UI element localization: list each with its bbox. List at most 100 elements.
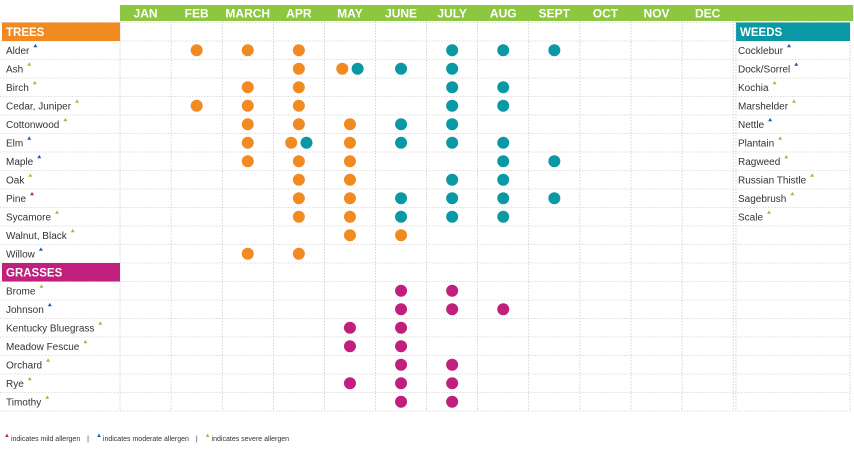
pollen-dot [241,247,254,260]
allergen-triangle-icon [39,284,44,288]
plant-label: Brome [6,286,36,297]
pollen-dot [292,81,305,94]
pollen-dot [446,192,459,205]
pollen-dot [497,136,510,149]
pollen-dot [446,303,459,316]
plant-label: Sycamore [6,212,51,223]
moderate-triangle-icon: ▲ [95,433,102,439]
pollen-dot [395,395,408,408]
pollen-dot [497,173,510,186]
month-label: DEC [695,7,721,21]
weed-label: Sagebrush [738,194,786,205]
plant-label: Cottonwood [6,120,59,131]
pollen-dot [395,284,408,297]
pollen-dot [292,192,305,205]
section-title: WEEDS [740,27,783,39]
weed-label: Plantain [738,138,774,149]
pollen-dot [497,192,510,205]
plant-label: Oak [6,175,25,186]
month-label: JAN [134,7,158,21]
allergen-triangle-icon [75,99,80,103]
section-header-grasses [2,263,120,282]
weed-label: Russian Thistle [738,175,807,186]
allergen-triangle-icon [28,173,33,177]
allergen-triangle-icon [778,136,783,140]
allergen-triangle-icon [772,80,777,85]
pollen-dot [497,81,510,94]
pollen-dot [497,155,510,168]
allergen-triangle-icon [30,191,35,196]
allergen-triangle-icon [27,62,32,66]
allergen-triangle-icon [810,173,815,177]
weed-label: Nettle [738,120,765,131]
pollen-dot [446,377,459,390]
pollen-dot [446,81,459,94]
pollen-dot [285,136,298,149]
pollen-dot [446,44,459,57]
plant-label: Alder [6,46,30,57]
allergen-triangle-icon [27,136,32,140]
legend-separator: | [87,436,89,443]
allergen-triangle-icon [70,228,75,233]
pollen-dot [292,173,305,186]
month-label: APR [286,7,312,21]
allergen-triangle-icon [46,358,51,362]
pollen-dot [241,155,254,168]
allergen-triangle-icon [63,117,68,122]
pollen-dot [351,62,364,75]
allergen-triangle-icon [98,321,103,325]
allergen-triangle-icon [27,376,32,381]
pollen-dot [292,210,305,223]
month-label: MARCH [225,7,270,21]
pollen-dot [446,173,459,186]
pollen-dot [241,136,254,149]
pollen-dot [446,395,459,408]
plant-label: Rye [6,379,24,390]
allergen-triangle-icon [47,302,52,307]
pollen-dot [343,173,356,186]
legend-mild: indicates mild allergen [10,436,81,443]
allergen-legend: ▲indicates mild allergen | ▲indicates mo… [4,433,289,443]
pollen-dot [343,136,356,149]
pollen-dot [548,192,561,205]
pollen-dot [497,44,510,57]
pollen-dot [497,99,510,112]
allergen-triangle-icon [784,154,789,159]
pollen-dot [446,210,459,223]
pollen-dot [548,44,561,57]
weed-label: Ragweed [738,157,780,168]
pollen-dot [395,340,408,353]
allergen-triangle-icon [767,210,772,214]
pollen-dot [343,210,356,223]
pollen-dot [497,210,510,223]
allergen-triangle-icon [37,154,42,159]
pollen-dot [292,99,305,112]
pollen-dot [336,62,349,75]
pollen-dot [343,118,356,131]
pollen-dot [395,210,408,223]
pollen-dot [343,155,356,168]
allergen-triangle-icon [33,43,38,48]
weed-label: Scale [738,212,763,223]
pollen-dot [446,99,459,112]
pollen-dot [241,99,254,112]
pollen-dot [395,118,408,131]
section-header-trees [2,22,120,41]
allergen-triangle-icon [83,339,88,344]
allergen-triangle-icon [787,43,792,48]
month-label: MAY [337,7,363,21]
pollen-dot [343,340,356,353]
plant-label: Kentucky Bluegrass [6,323,94,334]
month-label: NOV [644,7,670,21]
pollen-dot [292,247,305,260]
weed-label: Cocklebur [738,46,784,57]
plant-label: Orchard [6,360,42,371]
pollen-dot [343,192,356,205]
allergen-triangle-icon [55,210,60,214]
pollen-dot [395,62,408,75]
month-label: AUG [490,7,517,21]
allergen-triangle-icon [45,395,50,399]
plant-label: Cedar, Juniper [6,101,72,112]
pollen-dot [395,358,408,371]
allergen-triangle-icon [32,80,37,85]
